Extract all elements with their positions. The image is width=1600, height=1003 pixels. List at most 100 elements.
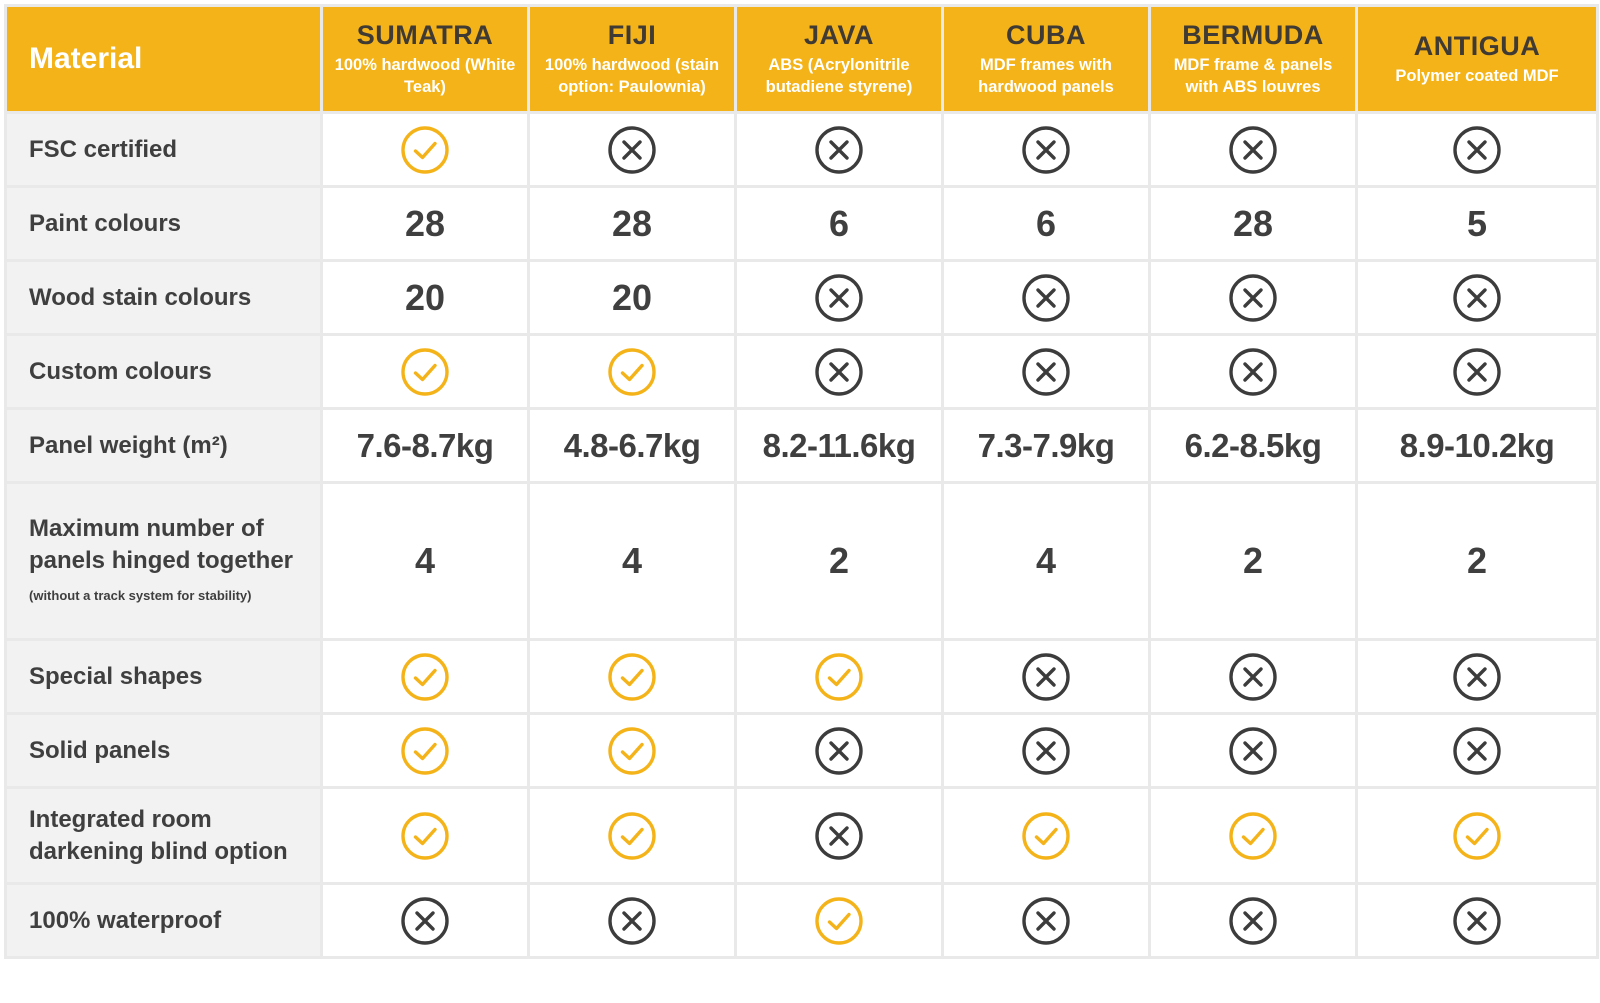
- table-cell: [1355, 638, 1599, 715]
- table-cell: 8.2-11.6kg: [734, 407, 944, 484]
- table-cell: [527, 333, 737, 410]
- cross-circle-icon: [608, 125, 656, 174]
- table-cell: 20: [320, 259, 530, 336]
- row-solid-panels: Solid panels: [4, 712, 1599, 789]
- column-name: SUMATRA: [356, 20, 494, 50]
- count-value: 4: [1035, 540, 1057, 581]
- row-label: Integrated room darkening blind option: [4, 786, 323, 885]
- table-cell: 6: [734, 185, 944, 262]
- row-fsc-certified: FSC certified: [4, 111, 1599, 188]
- table-cell: [320, 111, 530, 188]
- table-cell: [1355, 259, 1599, 336]
- table-cell: [734, 882, 944, 959]
- count-value: 20: [611, 276, 653, 318]
- table-cell: [734, 712, 944, 789]
- count-value: 28: [611, 202, 653, 244]
- row-label: FSC certified: [4, 111, 323, 188]
- weight-value: 6.2-8.5kg: [1184, 426, 1322, 464]
- table-cell: 2: [1148, 481, 1358, 641]
- row-label: Special shapes: [4, 638, 323, 715]
- column-material: MDF frames with hardwood panels: [978, 56, 1114, 96]
- table-cell: [527, 712, 737, 789]
- column-header-bermuda: BERMUDA MDF frame & panels with ABS louvr…: [1148, 4, 1358, 114]
- column-name: JAVA: [803, 20, 874, 50]
- weight-value: 8.9-10.2kg: [1399, 426, 1555, 464]
- row-paint-colours: Paint colours 28 28 6 6 28 5: [4, 185, 1599, 262]
- check-circle-icon: [608, 652, 656, 701]
- table-cell: [1148, 882, 1358, 959]
- cross-circle-icon: [401, 896, 449, 945]
- table-cell: [734, 259, 944, 336]
- cross-circle-icon: [1022, 273, 1070, 322]
- check-circle-icon: [401, 347, 449, 396]
- weight-value: 7.6-8.7kg: [356, 426, 494, 464]
- column-header-sumatra: SUMATRA 100% hardwood (White Teak): [320, 4, 530, 114]
- row-custom-colours: Custom colours: [4, 333, 1599, 410]
- cross-circle-icon: [1229, 896, 1277, 945]
- table-cell: [1355, 712, 1599, 789]
- column-header-antigua: ANTIGUA Polymer coated MDF: [1355, 4, 1599, 114]
- column-material: Polymer coated MDF: [1395, 67, 1559, 85]
- column-name: FIJI: [607, 20, 657, 50]
- count-value: 5: [1466, 202, 1488, 244]
- table-cell: 2: [734, 481, 944, 641]
- cross-circle-icon: [1229, 726, 1277, 775]
- row-label-note: (without a track system for stability): [29, 588, 252, 603]
- row-label: 100% waterproof: [4, 882, 323, 959]
- table-cell: [320, 333, 530, 410]
- table-cell: [734, 638, 944, 715]
- weight-value: 7.3-7.9kg: [977, 426, 1115, 464]
- table-cell: [1148, 111, 1358, 188]
- table-cell: [941, 111, 1151, 188]
- row-label-text: Maximum number of panels hinged together: [29, 515, 294, 574]
- table-cell: 28: [1148, 185, 1358, 262]
- table-cell: 7.3-7.9kg: [941, 407, 1151, 484]
- table-cell: [1355, 882, 1599, 959]
- cross-circle-icon: [1022, 896, 1070, 945]
- row-special-shapes: Special shapes: [4, 638, 1599, 715]
- count-value: 20: [404, 276, 446, 318]
- cross-circle-icon: [1453, 726, 1501, 775]
- cross-circle-icon: [815, 273, 863, 322]
- check-circle-icon: [401, 652, 449, 701]
- table-cell: 2: [1355, 481, 1599, 641]
- check-circle-icon: [401, 811, 449, 860]
- column-name: BERMUDA: [1182, 20, 1324, 50]
- table-cell: [941, 259, 1151, 336]
- table-cell: [320, 882, 530, 959]
- table-cell: 20: [527, 259, 737, 336]
- count-value: 4: [621, 540, 643, 581]
- table-cell: 4: [941, 481, 1151, 641]
- row-wood-stain-colours: Wood stain colours 20 20: [4, 259, 1599, 336]
- cross-circle-icon: [1229, 652, 1277, 701]
- cross-circle-icon: [1229, 347, 1277, 396]
- check-circle-icon: [608, 726, 656, 775]
- table-cell: [941, 786, 1151, 885]
- cross-circle-icon: [1453, 896, 1501, 945]
- comparison-table-wrapper: Material SUMATRA 100% hardwood (White Tea…: [4, 4, 1599, 959]
- column-material: 100% hardwood (White Teak): [334, 56, 516, 96]
- count-value: 2: [1242, 540, 1264, 581]
- column-material: MDF frame & panels with ABS louvres: [1173, 56, 1333, 96]
- column-header-fiji: FIJI 100% hardwood (stain option: Paulown…: [527, 4, 737, 114]
- cross-circle-icon: [815, 347, 863, 396]
- table-cell: [734, 333, 944, 410]
- table-cell: 6: [941, 185, 1151, 262]
- table-cell: [941, 882, 1151, 959]
- check-circle-icon: [1022, 811, 1070, 860]
- table-cell: 4.8-6.7kg: [527, 407, 737, 484]
- check-circle-icon: [815, 652, 863, 701]
- table-cell: 7.6-8.7kg: [320, 407, 530, 484]
- cross-circle-icon: [1453, 125, 1501, 174]
- row-label: Panel weight (m²): [4, 407, 323, 484]
- count-value: 28: [1232, 202, 1274, 244]
- cross-circle-icon: [1022, 726, 1070, 775]
- count-value: 2: [828, 540, 850, 581]
- row-label: Custom colours: [4, 333, 323, 410]
- row-label: Solid panels: [4, 712, 323, 789]
- table-cell: [527, 111, 737, 188]
- row-waterproof: 100% waterproof: [4, 882, 1599, 959]
- column-name: ANTIGUA: [1413, 31, 1541, 61]
- row-label: Wood stain colours: [4, 259, 323, 336]
- column-header-java: JAVA ABS (Acrylonitrile butadiene styrene…: [734, 4, 944, 114]
